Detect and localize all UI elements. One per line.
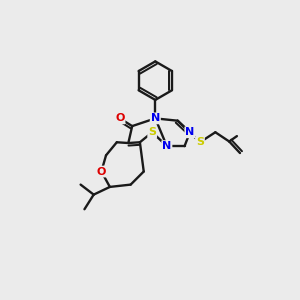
Text: N: N bbox=[162, 141, 172, 151]
Text: N: N bbox=[185, 127, 195, 137]
Text: N: N bbox=[151, 113, 160, 123]
Text: S: S bbox=[196, 137, 204, 147]
Text: O: O bbox=[115, 113, 124, 123]
Text: S: S bbox=[148, 127, 156, 137]
Text: O: O bbox=[97, 167, 106, 176]
